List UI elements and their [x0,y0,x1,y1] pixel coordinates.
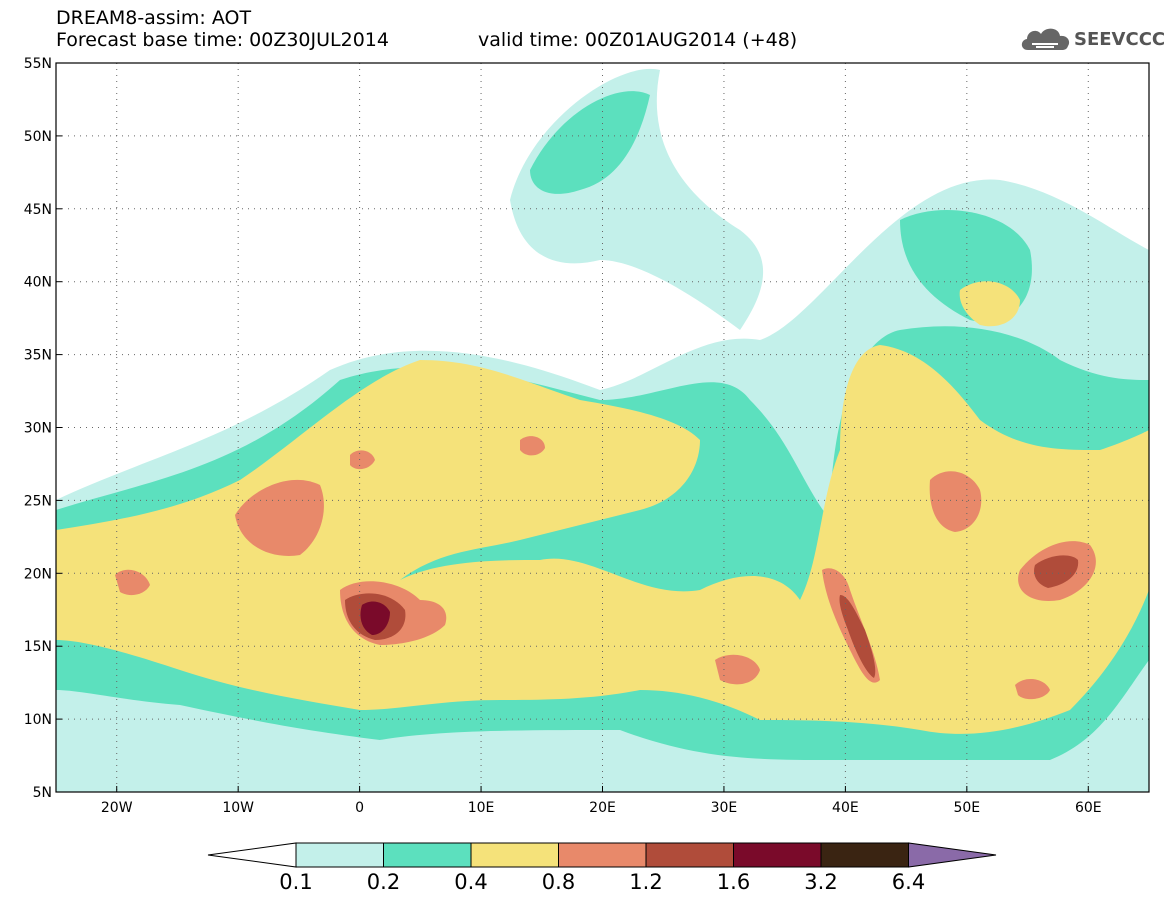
colorbar-swatch [295,842,384,868]
latitude-labels: 55N 50N 45N 40N 35N 30N 25N 20N 15N 10N 5N [24,56,52,801]
aot-contour-0.8 [235,479,324,556]
gridlines [56,63,1149,792]
lon-label: 20E [589,800,616,816]
aot-contour-0.4 [959,281,1020,327]
colorbar [207,842,997,868]
lon-label: 20W [101,800,133,816]
colorbar-label: 0.8 [541,870,576,894]
aot-field [56,63,1149,792]
lon-label: 50E [953,800,980,816]
lat-label: 5N [33,785,52,801]
lat-label: 45N [24,202,52,218]
colorbar-label: 0.4 [454,870,488,894]
colorbar-label: 0.2 [366,870,401,894]
aot-contour-1.2 [839,595,876,678]
lat-label: 20N [24,566,52,582]
lat-label: 50N [24,129,52,145]
colorbar-label: 3.2 [804,870,838,894]
aot-contour-0.8 [929,471,982,532]
logo-text: SEEVCCC [1074,29,1165,50]
colorbar-label: 6.4 [891,870,926,894]
aot-contour-0.8 [715,654,760,685]
colorbar-swatch [733,842,822,868]
cloud-icon [1021,28,1070,50]
lon-label: 60E [1075,800,1102,816]
colorbar-arrow-high [908,842,997,868]
colorbar-label: 0.1 [279,870,313,894]
lat-label: 15N [24,639,52,655]
colorbar-swatch [470,842,559,868]
aot-contour-0.4 [56,345,1149,734]
lon-label: 30E [711,800,738,816]
lon-label: 0 [355,800,364,816]
lat-label: 55N [24,56,52,72]
colorbar-swatch [383,842,472,868]
aot-contour-0.8 [520,436,545,456]
seevccc-logo: SEEVCCC [1018,22,1165,58]
colorbar-swatch [558,842,647,868]
colorbar-label: 1.6 [716,870,751,894]
aot-contour-0.8 [1015,678,1050,700]
lon-label: 40E [832,800,859,816]
aot-contour-0.8 [350,450,375,470]
aot-contour-0.2 [530,91,650,194]
aot-contour-1.6 [360,601,390,635]
lat-label: 10N [24,712,52,728]
longitude-labels: 20W 10W 0 10E 20E 30E 40E 50E 60E [101,800,1102,816]
lon-label: 10E [468,800,495,816]
colorbar-label: 1.2 [629,870,663,894]
forecast-base-time: Forecast base time: 00Z30JUL2014 [56,29,389,51]
axis-ticks [56,135,1089,792]
lat-label: 40N [24,275,52,291]
map-title: DREAM8-assim: AOT [56,7,252,29]
lat-label: 35N [24,348,52,364]
colorbar-swatch [820,842,909,868]
lat-label: 30N [24,421,52,437]
valid-time: valid time: 00Z01AUG2014 (+48) [478,29,798,51]
lon-label: 10W [222,800,254,816]
aot-contour-0.8 [115,569,150,596]
colorbar-swatch [645,842,734,868]
lat-label: 25N [24,493,52,509]
aot-contour-1.2 [1034,555,1079,588]
colorbar-arrow-low [207,842,297,868]
